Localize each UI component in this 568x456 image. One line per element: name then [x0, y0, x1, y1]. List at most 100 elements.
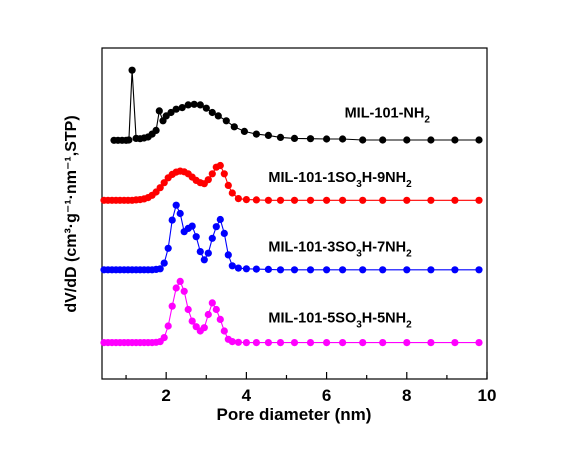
data-point	[220, 170, 228, 178]
data-point	[323, 339, 331, 347]
data-point	[228, 189, 236, 197]
series-label: MIL-101-5SO3H-5NH2	[268, 311, 412, 331]
data-point	[339, 196, 347, 204]
data-point	[172, 105, 180, 113]
data-point	[252, 196, 260, 204]
data-point	[252, 339, 260, 347]
data-point	[164, 244, 172, 252]
data-point	[224, 181, 232, 189]
data-point	[208, 170, 216, 178]
data-point	[290, 196, 299, 204]
data-point	[204, 176, 212, 184]
data-point	[230, 123, 238, 131]
data-point	[403, 339, 411, 347]
data-point	[242, 196, 250, 204]
x-tick-label: 6	[322, 386, 331, 405]
data-point	[451, 339, 459, 347]
x-tick-label: 4	[242, 386, 252, 405]
data-point	[242, 339, 250, 347]
data-point	[216, 215, 224, 224]
data-point	[176, 209, 184, 218]
data-point	[180, 287, 188, 295]
data-point	[451, 196, 459, 204]
series-label: MIL-101-NH2	[345, 106, 431, 126]
data-point	[184, 101, 192, 109]
data-point	[403, 196, 411, 204]
x-axis-ticks: 2 4 6 8 10	[125, 372, 497, 405]
data-point	[242, 265, 250, 273]
data-point	[228, 338, 236, 346]
data-point	[188, 222, 196, 230]
data-point	[427, 339, 435, 347]
data-point	[220, 229, 228, 237]
data-point	[323, 266, 331, 274]
data-point	[359, 339, 367, 347]
data-point	[216, 161, 224, 170]
data-point	[252, 265, 260, 273]
data-point	[403, 136, 411, 144]
data-point	[234, 264, 242, 272]
data-point	[475, 136, 483, 144]
data-point	[359, 266, 367, 274]
data-point	[427, 266, 435, 274]
data-point	[264, 265, 272, 273]
data-point	[427, 196, 435, 204]
data-point	[339, 339, 347, 347]
data-point	[125, 136, 133, 144]
x-tick-label: 10	[478, 386, 497, 405]
y-axis-label: dV/dD (cm³·g⁻¹·nm⁻¹,STP)	[63, 115, 80, 312]
data-point	[184, 305, 192, 314]
x-tick-label: 2	[161, 386, 170, 405]
data-point	[167, 108, 175, 117]
data-point	[290, 266, 299, 274]
data-point	[216, 315, 224, 323]
data-point	[222, 117, 230, 125]
data-point	[172, 284, 180, 292]
data-point	[323, 196, 331, 204]
data-point	[172, 201, 180, 209]
data-point	[451, 266, 459, 274]
data-point	[306, 266, 315, 274]
x-tick-label: 8	[402, 386, 411, 405]
data-point	[359, 136, 367, 144]
data-point	[196, 101, 204, 109]
x-axis-label: Pore diameter (nm)	[217, 405, 372, 424]
data-point	[264, 339, 272, 347]
data-point	[212, 305, 220, 314]
data-point	[240, 127, 248, 135]
data-point	[475, 266, 483, 274]
data-point	[188, 317, 196, 325]
series-label: MIL-101-1SO3H-9NH2	[268, 170, 412, 190]
data-point	[475, 196, 483, 204]
data-point	[427, 136, 435, 144]
data-point	[168, 216, 176, 224]
data-point	[214, 112, 222, 120]
data-point	[379, 136, 387, 144]
data-point	[290, 339, 299, 347]
data-point	[339, 266, 347, 274]
data-point	[156, 265, 164, 273]
data-point	[252, 130, 260, 138]
data-point	[208, 234, 216, 242]
data-point	[190, 100, 198, 108]
data-point	[379, 266, 387, 274]
data-point	[339, 135, 347, 143]
data-point	[451, 136, 459, 144]
data-point	[200, 324, 208, 332]
data-point	[208, 299, 216, 307]
data-point	[475, 339, 483, 347]
data-point	[160, 179, 168, 187]
data-point	[220, 327, 228, 335]
data-point	[128, 66, 136, 74]
data-point	[224, 251, 232, 259]
data-point	[276, 339, 285, 347]
data-point	[156, 184, 164, 192]
data-point	[200, 256, 208, 264]
data-point	[276, 266, 285, 274]
data-point	[192, 233, 200, 241]
data-point	[306, 135, 315, 143]
data-point	[196, 248, 204, 256]
data-point	[164, 322, 172, 330]
data-point	[264, 196, 272, 204]
data-point	[202, 104, 210, 112]
